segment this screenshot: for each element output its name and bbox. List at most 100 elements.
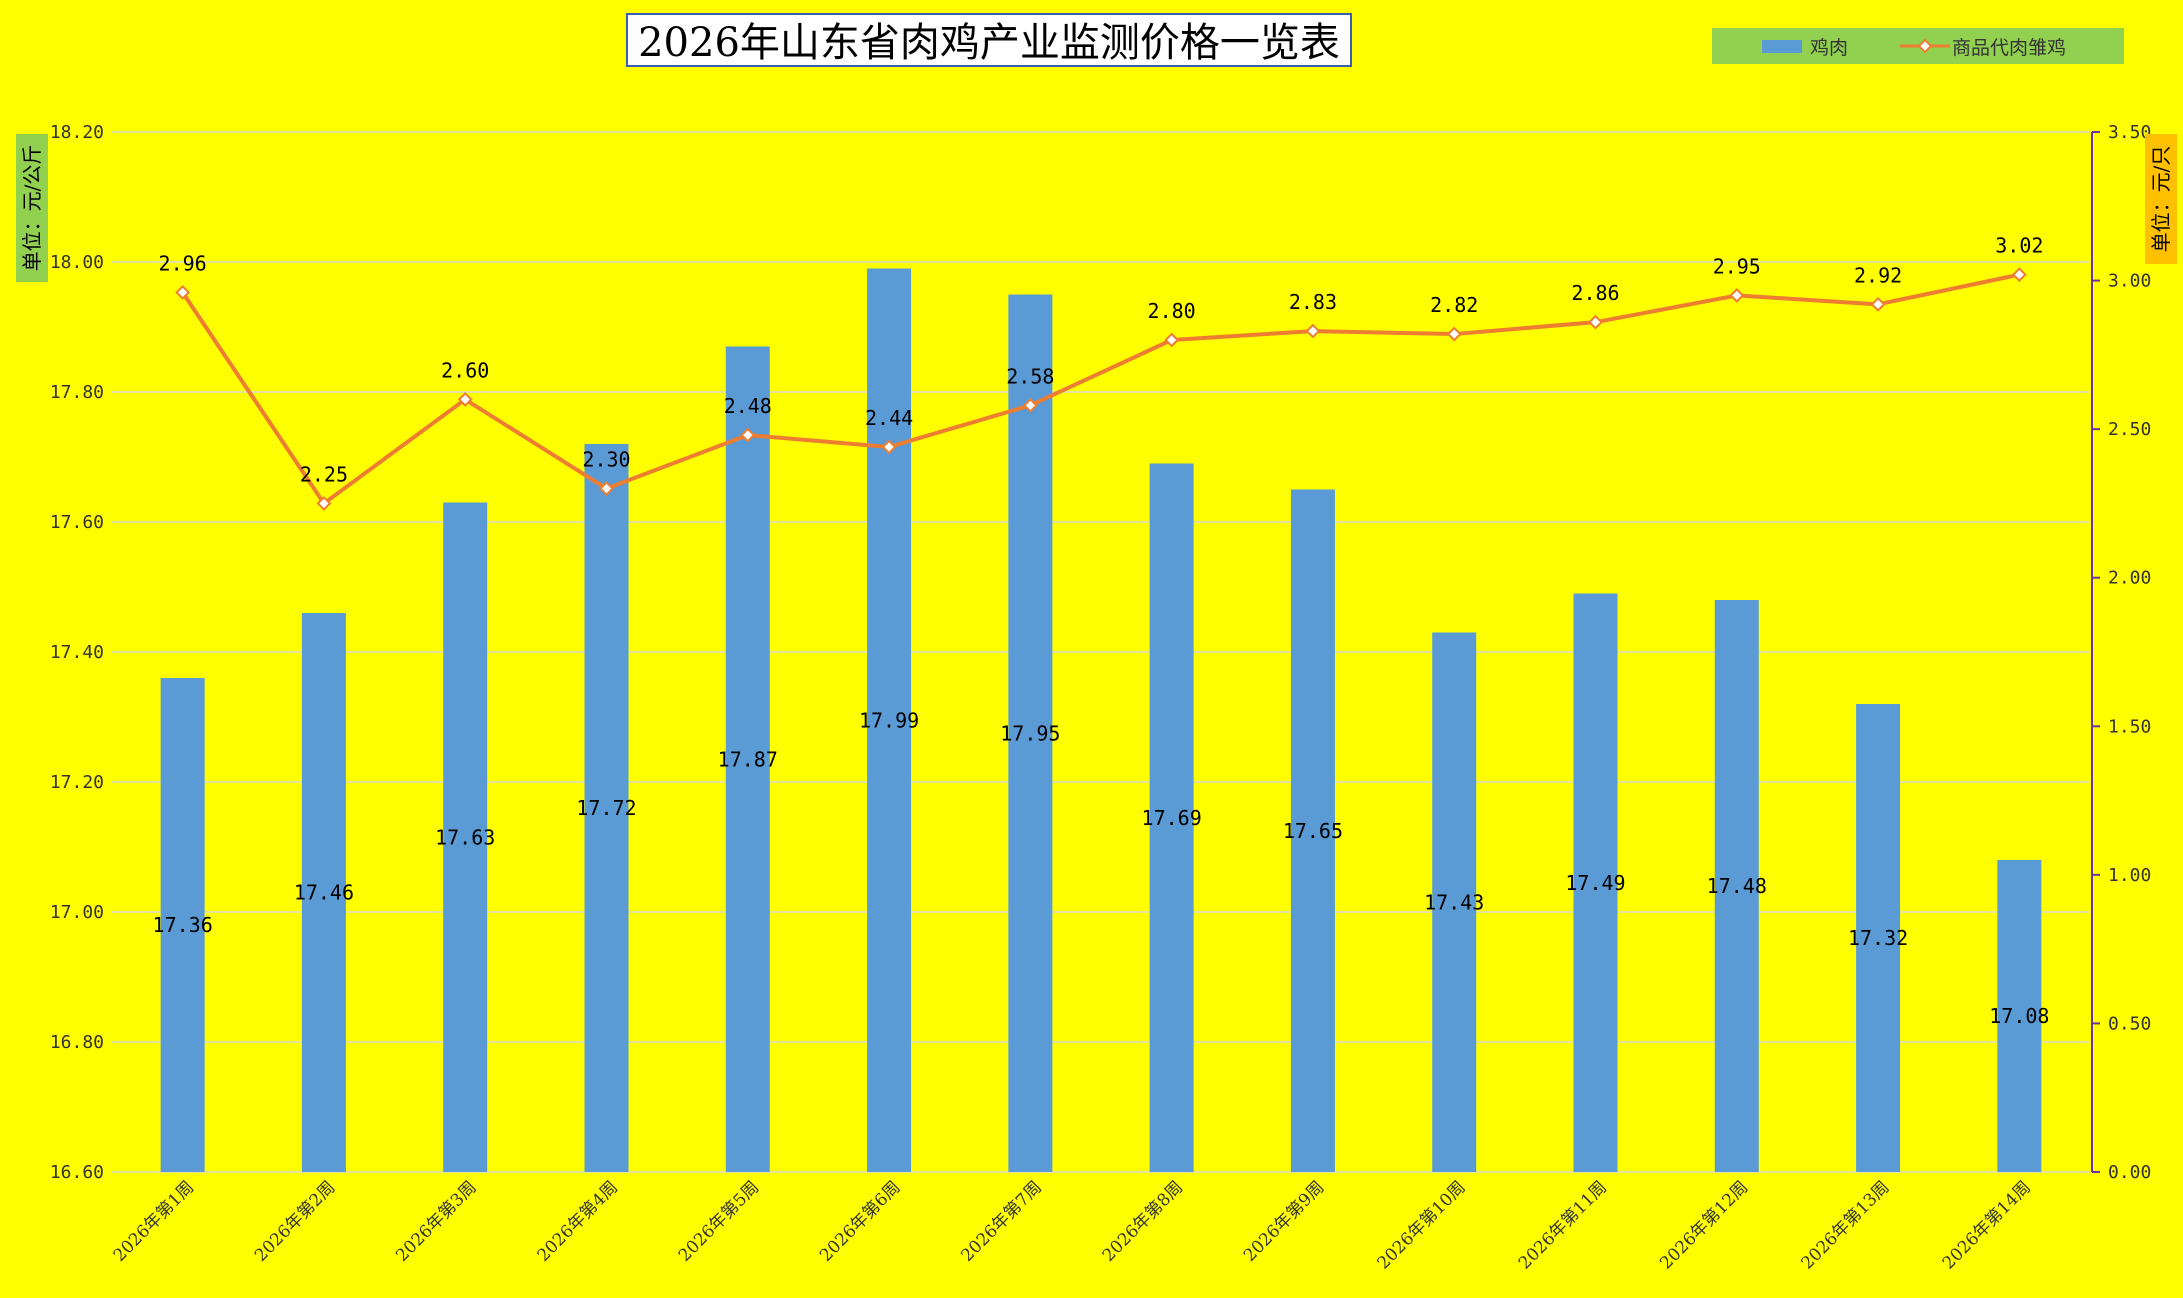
x-tick-label: 2026年第2周 (251, 1177, 339, 1265)
line-data-label: 2.95 (1713, 254, 1761, 278)
bar-data-label: 17.87 (718, 747, 778, 771)
right-tick-label: 2.50 (2108, 419, 2151, 440)
x-tick-label: 2026年第11周 (1515, 1177, 1611, 1273)
x-tick-label: 2026年第14周 (1939, 1177, 2035, 1273)
line-point (1305, 323, 1321, 339)
bar-data-label: 17.95 (1000, 721, 1060, 745)
line-data-label: 2.44 (865, 406, 913, 430)
line-point (740, 427, 756, 443)
right-tick-label: 0.50 (2108, 1013, 2151, 1034)
line-data-label: 2.25 (300, 462, 348, 486)
left-unit-label: 单位：元/公斤 (16, 134, 48, 282)
line-data-label: 2.80 (1148, 299, 1196, 323)
bar (160, 678, 205, 1172)
right-axis-unit: 单位：元/只 (2149, 146, 2173, 253)
x-axis: 2026年第1周 2026年第2周 2026年第3周 2026年第4周 2026年第5周… (110, 1177, 2035, 1273)
right-tick-label: 1.50 (2108, 716, 2151, 737)
line-data-label: 2.83 (1289, 290, 1337, 314)
x-tick-label: 2026年第13周 (1798, 1177, 1894, 1273)
line-point (175, 285, 191, 300)
x-tick-label: 2026年第9周 (1240, 1177, 1328, 1265)
right-tick-label: 3.50 (2108, 122, 2151, 143)
right-y-axis: 3.50 3.00 2.50 2.00 1.50 1.00 0.50 0.00 (2091, 122, 2151, 1183)
bar-series-chicken-meat: 17.36 17.46 17.63 17.72 17.87 17.99 17.95 17.69… (153, 268, 2049, 1172)
left-tick-label: 16.60 (50, 1162, 104, 1183)
line-point (1588, 314, 1603, 330)
bar (1290, 489, 1335, 1172)
left-tick-label: 18.00 (50, 252, 104, 273)
x-tick-label: 2026年第12周 (1656, 1177, 1752, 1273)
bar (1856, 704, 1901, 1172)
left-tick-label: 18.20 (50, 122, 104, 143)
bar (725, 346, 770, 1172)
legend: 鸡肉 商品代肉雏鸡 (1712, 28, 2124, 64)
legend-label-chicken: 鸡肉 (1810, 37, 1848, 59)
x-tick-label: 2026年第1周 (110, 1177, 198, 1265)
x-tick-label: 2026年第10周 (1374, 1177, 1470, 1273)
line-point (599, 481, 614, 496)
line-point (1022, 397, 1038, 413)
line-data-label: 2.60 (441, 358, 489, 382)
bar-data-label: 17.69 (1142, 806, 1202, 830)
legend-bar-swatch (1762, 40, 1802, 53)
legend-label-chick: 商品代肉雏鸡 (1952, 37, 2066, 59)
bar (1573, 593, 1618, 1172)
right-tick-label: 1.00 (2108, 865, 2151, 886)
x-tick-label: 2026年第6周 (816, 1177, 904, 1265)
series-line (180, 272, 2020, 506)
line-point (1164, 332, 1180, 348)
right-tick-label: 3.00 (2108, 271, 2151, 292)
line-series-chick-price: 2.96 2.25 2.60 2.30 2.48 2.44 2.58 2.80 2.83 2.82… (159, 234, 2043, 511)
bar-data-label: 17.48 (1707, 874, 1767, 898)
bar (867, 268, 912, 1172)
bar-data-label: 17.99 (859, 708, 919, 732)
line-point (2011, 267, 2027, 283)
x-tick-label: 2026年第4周 (534, 1177, 622, 1265)
line-point (457, 392, 473, 407)
line-data-label: 2.48 (724, 394, 772, 418)
bar (301, 613, 346, 1172)
bar-data-label: 17.65 (1283, 819, 1343, 843)
bar (1714, 600, 1759, 1172)
line-data-label: 2.82 (1430, 293, 1478, 317)
line-point (1446, 326, 1462, 342)
left-y-axis: 18.20 18.00 17.80 17.60 17.40 17.20 17.00 16.80… (50, 122, 104, 1183)
line-data-label: 3.02 (1995, 234, 2043, 258)
bar (584, 444, 629, 1172)
bar-data-label: 17.08 (1989, 1004, 2049, 1028)
line-data-label: 2.30 (582, 448, 630, 472)
left-tick-label: 17.80 (50, 382, 104, 403)
x-tick-label: 2026年第7周 (957, 1177, 1045, 1265)
x-tick-label: 2026年第8周 (1099, 1177, 1187, 1265)
bar (1008, 294, 1053, 1172)
line-point (316, 496, 332, 511)
bar-data-label: 17.43 (1424, 890, 1484, 914)
gridlines (112, 131, 2090, 1173)
left-tick-label: 17.20 (50, 772, 104, 793)
bar-data-label: 17.36 (153, 913, 213, 937)
bar-data-label: 17.49 (1565, 871, 1625, 895)
x-tick-label: 2026年第3周 (392, 1177, 480, 1265)
line-point (881, 439, 897, 455)
legend-marker-icon (1917, 38, 1933, 54)
left-tick-label: 17.00 (50, 902, 104, 923)
line-data-label: 2.96 (159, 251, 207, 275)
line-point (1729, 288, 1745, 303)
bar (1432, 632, 1477, 1172)
bar-data-label: 17.63 (435, 825, 495, 849)
line-data-label: 2.58 (1006, 364, 1054, 388)
chart-title: 2026年山东省肉鸡产业监测价格一览表 (638, 20, 1340, 66)
x-tick-label: 2026年第5周 (675, 1177, 763, 1265)
line-data-label: 2.92 (1854, 263, 1902, 287)
bar (1997, 860, 2042, 1172)
bar (1149, 463, 1194, 1172)
left-tick-label: 17.40 (50, 642, 104, 663)
bar-data-label: 17.32 (1848, 926, 1908, 950)
bar-data-label: 17.46 (294, 881, 354, 905)
line-point (1870, 296, 1886, 312)
left-axis-unit: 单位：元/公斤 (20, 145, 44, 272)
right-tick-label: 0.00 (2108, 1162, 2151, 1183)
right-tick-label: 2.00 (2108, 568, 2151, 589)
right-unit-label: 单位：元/只 (2145, 134, 2177, 264)
